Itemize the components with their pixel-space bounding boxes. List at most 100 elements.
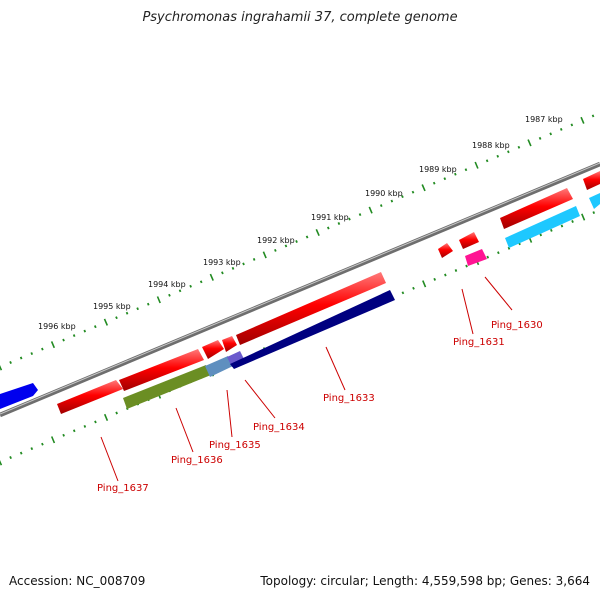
gene-forward[interactable] xyxy=(583,171,600,190)
gene-label[interactable]: Ping_1631 xyxy=(453,337,505,348)
scale-minor-tick xyxy=(560,224,564,228)
gene-label[interactable]: Ping_1636 xyxy=(171,455,223,466)
gene-label[interactable]: Ping_1634 xyxy=(253,422,305,433)
gene-ping-1636[interactable] xyxy=(119,349,204,391)
scale-minor-tick xyxy=(274,248,277,252)
scale-minor-tick xyxy=(83,329,87,333)
feature-blue[interactable] xyxy=(0,383,38,409)
scale-minor-tick xyxy=(559,127,563,131)
kbp-label: 1992 kbp xyxy=(257,236,295,245)
scale-minor-tick xyxy=(19,356,23,360)
scale-minor-tick xyxy=(496,154,500,158)
scale-minor-tick xyxy=(168,293,171,297)
scale-minor-tick xyxy=(30,447,34,451)
kbp-label-group: 1987 kbp 1988 kbp 1989 kbp 1990 kbp 1991… xyxy=(38,115,563,331)
feature-steel[interactable] xyxy=(205,356,233,377)
scale-minor-tick xyxy=(30,352,34,356)
scale-major-tick xyxy=(527,139,532,147)
scale-minor-tick xyxy=(242,262,245,266)
scale-minor-tick xyxy=(125,311,129,315)
scale-minor-tick xyxy=(9,361,12,364)
scale-minor-tick xyxy=(549,132,553,136)
gene-ping-1630[interactable] xyxy=(459,232,479,249)
kbp-label: 1991 kbp xyxy=(311,213,349,222)
scale-major-tick xyxy=(209,273,214,281)
scale-minor-tick xyxy=(433,277,437,281)
scale-minor-tick xyxy=(115,316,118,320)
scale-minor-tick xyxy=(221,271,224,275)
leader-line xyxy=(100,436,119,482)
scale-minor-tick xyxy=(41,347,44,351)
kbp-label: 1994 kbp xyxy=(148,280,186,289)
forward-gene-track xyxy=(57,171,600,414)
scale-major-tick xyxy=(103,413,109,422)
scale-minor-tick xyxy=(189,284,192,288)
label-leaders xyxy=(100,276,513,482)
scale-major-tick xyxy=(315,228,320,237)
scale-major-tick xyxy=(368,206,373,214)
scale-minor-tick xyxy=(411,190,415,194)
scale-major-tick xyxy=(421,184,426,192)
scale-minor-tick xyxy=(231,266,235,270)
scale-minor-tick xyxy=(358,213,362,217)
scale-minor-tick xyxy=(390,199,394,203)
gene-ping-1633[interactable] xyxy=(236,272,386,345)
gene-label[interactable]: Ping_1637 xyxy=(97,483,149,494)
scale-minor-tick xyxy=(62,433,65,437)
feature-cyan[interactable] xyxy=(505,206,580,248)
scale-minor-tick xyxy=(517,145,521,149)
leader-line xyxy=(461,288,474,335)
scale-minor-tick xyxy=(591,114,595,118)
kbp-label: 1995 kbp xyxy=(93,302,131,311)
scale-minor-tick xyxy=(507,150,510,154)
gene-label[interactable]: Ping_1635 xyxy=(209,440,261,451)
gene-ping-1631[interactable] xyxy=(438,243,453,258)
scale-minor-tick xyxy=(486,255,490,259)
scale-major-tick xyxy=(262,251,267,259)
scale-minor-tick xyxy=(178,289,182,293)
scale-major-tick xyxy=(50,436,56,444)
scale-minor-tick xyxy=(252,257,256,261)
feature-navy[interactable] xyxy=(230,290,395,369)
leader-line xyxy=(244,379,276,419)
scale-minor-tick xyxy=(592,211,596,215)
scale-minor-tick xyxy=(305,235,309,239)
feature-cyan[interactable] xyxy=(589,193,600,209)
scale-minor-tick xyxy=(83,424,87,428)
gene-forward[interactable] xyxy=(500,188,573,229)
feature-magenta[interactable] xyxy=(465,249,487,266)
accession-text: Accession: NC_008709 xyxy=(9,574,146,588)
scale-minor-tick xyxy=(464,168,468,172)
scale-minor-tick xyxy=(444,273,447,277)
scale-major-tick xyxy=(0,365,3,371)
gene-ping-1637[interactable] xyxy=(57,380,123,414)
scale-major-tick xyxy=(103,318,109,326)
kbp-label: 1993 kbp xyxy=(203,258,241,267)
map-title: Psychromonas ingrahamii 37, complete gen… xyxy=(142,10,458,25)
scale-minor-tick xyxy=(41,442,44,446)
scale-minor-tick xyxy=(412,286,415,290)
feature-olive[interactable] xyxy=(123,365,211,409)
scale-major-tick xyxy=(50,341,56,349)
scale-major-tick xyxy=(474,161,479,169)
leader-line xyxy=(484,276,513,311)
kbp-label: 1996 kbp xyxy=(38,322,76,331)
scale-minor-tick xyxy=(401,195,404,199)
scale-major-tick xyxy=(580,116,585,124)
gene-label[interactable]: Ping_1633 xyxy=(323,393,375,404)
scale-minor-tick xyxy=(443,177,447,181)
leader-line xyxy=(175,407,194,453)
scale-minor-tick xyxy=(485,159,489,163)
feature-track xyxy=(0,193,600,409)
gene-ping-1635[interactable] xyxy=(202,340,224,359)
scale-minor-tick xyxy=(454,172,457,176)
gene-ping-1634[interactable] xyxy=(222,336,237,352)
scale-minor-tick xyxy=(432,181,436,185)
scale-minor-tick xyxy=(401,291,405,295)
kbp-label: 1989 kbp xyxy=(419,165,457,174)
gene-label[interactable]: Ping_1630 xyxy=(491,320,543,331)
scale-minor-tick xyxy=(62,338,65,342)
leader-line xyxy=(325,346,346,391)
